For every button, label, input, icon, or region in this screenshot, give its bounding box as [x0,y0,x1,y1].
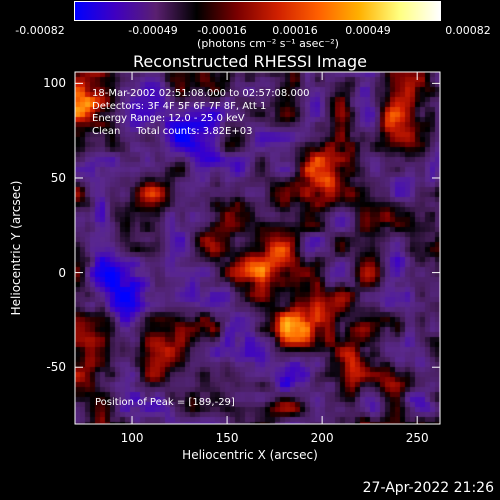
y-axis-label: Heliocentric Y (arcsec) [9,180,23,316]
colorbar-units: (photons cm⁻² s⁻¹ asec⁻²) [197,37,339,50]
x-axis-label: Heliocentric X (arcsec) [182,448,318,462]
plot-frame [74,71,441,425]
colorbar-tick: -0.00082 [15,24,65,37]
y-tick-label: 0 [58,265,66,280]
x-tick-label: 100 [120,431,144,445]
energy-range: Energy Range: 12.0 - 25.0 keV [92,113,245,124]
detectors: Detectors: 3F 4F 5F 6F 7F 8F, Att 1 [92,100,267,112]
axis-ticks [75,72,440,424]
colorbar-tick: -0.00016 [197,24,247,37]
x-tick-label: 200 [310,431,334,445]
peak-position: Position of Peak = [189,-29] [95,397,235,408]
x-tick-label: 150 [215,431,239,445]
observation-info: 18-Mar-2002 02:51:08.000 to 02:57:08.000… [92,88,310,138]
colorbar-tick: 0.00049 [345,24,391,37]
chart-title: Reconstructed RHESSI Image [133,52,367,71]
time-range: 18-Mar-2002 02:51:08.000 to 02:57:08.000 [92,88,310,99]
heatmap-image [75,72,440,424]
total-counts: Clean Total counts: 3.82E+03 [92,125,253,137]
y-tick-label: 100 [43,76,66,91]
colorbar-tick: -0.00049 [128,24,178,37]
colorbar-ticks: -0.00082 -0.00049 -0.00016 0.00016 0.000… [0,0,500,50]
timestamp: 27-Apr-2022 21:26 [362,480,494,496]
colorbar-tick: 0.00016 [272,24,318,37]
y-tick-label: -50 [46,360,66,375]
colorbar-tick: 0.00082 [445,24,491,37]
y-tick-label: 50 [50,170,66,185]
x-tick-label: 250 [405,431,429,445]
colorbar [74,1,441,21]
